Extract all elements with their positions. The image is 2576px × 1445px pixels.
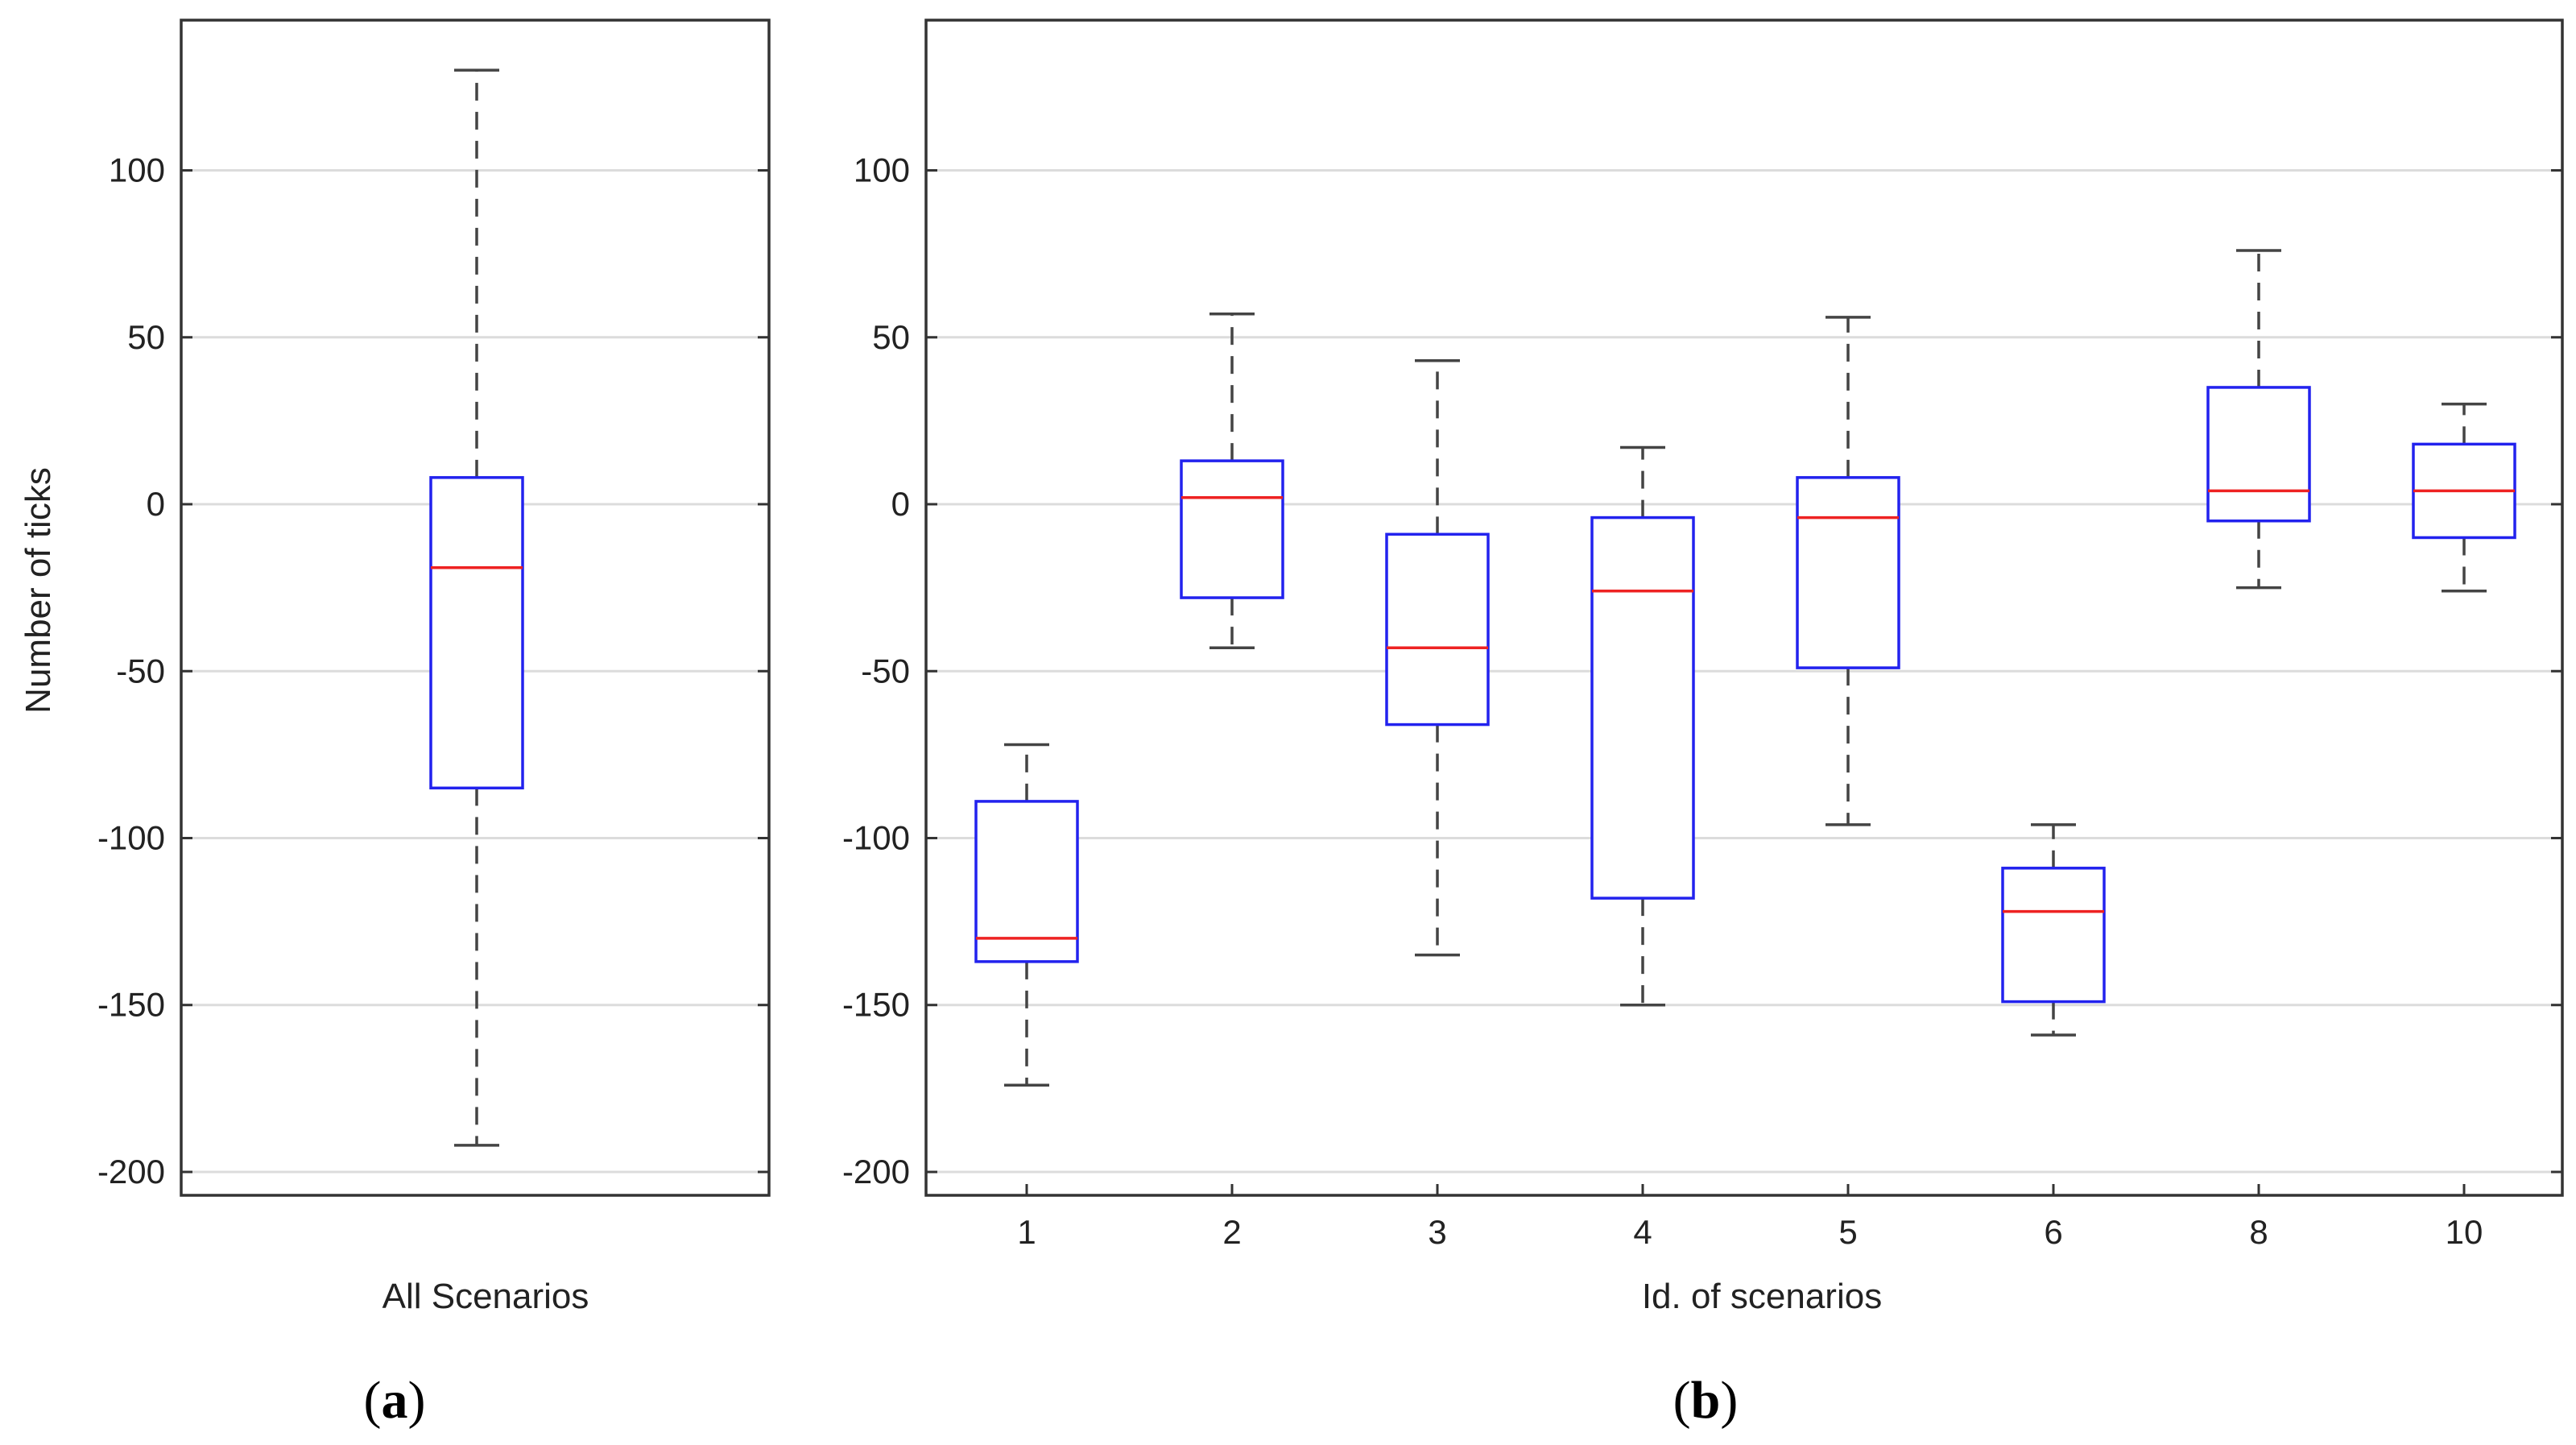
panel-b-box (1796, 476, 1900, 669)
panel-b-ytick-label: -200 (842, 1153, 910, 1190)
panel-b-box (2001, 867, 2106, 1004)
panel-a-ytick-label: 50 (127, 318, 165, 356)
panel-b-xtick-label: 6 (2044, 1213, 2062, 1251)
panel-b-xtick-label: 2 (1222, 1213, 1241, 1251)
panel-a-ylabel: Number of ticks (19, 467, 58, 714)
panel-b-xlabel: Id. of scenarios (1642, 1277, 1882, 1316)
panel-a-ytick-label: -50 (116, 652, 165, 689)
panel-a-label: (a) (364, 1371, 426, 1430)
panel-a-letter: a (382, 1371, 408, 1430)
panel-b-label: (b) (1673, 1371, 1739, 1430)
panel-a-box (429, 476, 524, 790)
panel-a-ytick-label: 0 (147, 485, 165, 523)
panel-b-ytick-label: 100 (854, 151, 910, 189)
panel-b-ytick-label: 50 (872, 318, 910, 356)
panel-b-box (1385, 532, 1490, 727)
panel-b-box (2206, 386, 2311, 523)
panel-a-ytick-label: -100 (97, 818, 165, 856)
panel-b-xtick-label: 8 (2249, 1213, 2268, 1251)
panel-b-axes-frame (924, 19, 2564, 1197)
panel-b-plot: 1 2 3 4 5 6 8 10 100 50 0 -50 -100 -150 -200 (842, 19, 2564, 1251)
panel-b-xtick-label: 5 (1838, 1213, 1857, 1251)
panel-a-ytick-label: -150 (97, 986, 165, 1024)
panel-b-ytick-label: -150 (842, 986, 910, 1024)
panel-a-plot: 100 50 0 -50 -100 -150 -200 (97, 19, 771, 1197)
panel-a-axes-frame (180, 19, 771, 1197)
panel-b-box (974, 800, 1079, 963)
panel-b-xtick-label: 10 (2446, 1213, 2483, 1251)
panel-b-xtick-label: 3 (1428, 1213, 1446, 1251)
panel-b-box (1590, 515, 1695, 900)
panel-b-ytick-label: -50 (861, 652, 910, 689)
panel-b-box (1180, 459, 1284, 599)
panel-a-xlabel: All Scenarios (382, 1277, 589, 1316)
panel-a-ytick-label: 100 (109, 151, 165, 189)
panel-b-xtick-label: 4 (1633, 1213, 1652, 1251)
panel-b-letter: b (1691, 1371, 1721, 1430)
panel-a-ytick-label: -200 (97, 1153, 165, 1190)
panel-b-ytick-label: 0 (891, 485, 910, 523)
panel-b-xtick-label: 1 (1017, 1213, 1036, 1251)
panel-b-ytick-label: -100 (842, 818, 910, 856)
